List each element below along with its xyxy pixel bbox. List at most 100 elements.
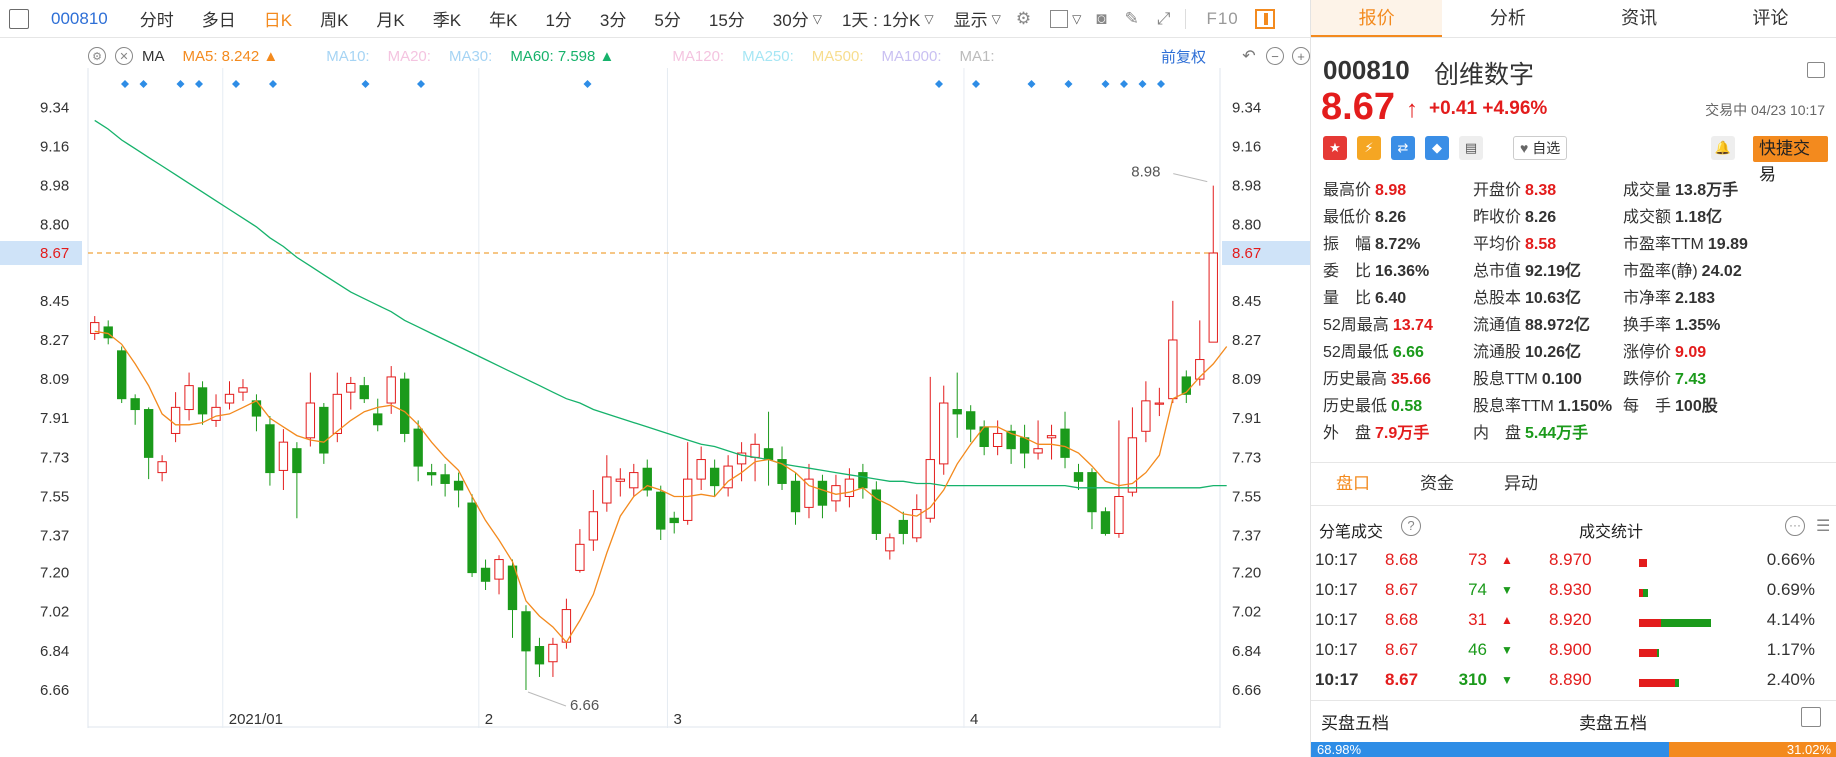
display-menu[interactable]: 显示 [953,11,988,30]
tab-weekly-k[interactable]: 周K [320,11,349,30]
stat-label: 市盈率(静) [1623,263,1698,280]
quick-trade-button[interactable]: 快捷交易 [1753,136,1828,184]
candle-body [629,472,639,489]
event-marker-icon [1138,80,1147,88]
deal-percent: 4.14% [1766,610,1815,629]
ma60-value: MA60: 7.598 ▲ [510,47,615,65]
stat-value: 8.72% [1375,236,1421,253]
tab-analysis[interactable]: 分析 [1489,8,1526,28]
bookmark-icon[interactable]: ▤ [1459,136,1483,160]
tab-5min[interactable]: 5分 [654,11,681,30]
ma-label[interactable]: MA [142,47,165,65]
deal-price: 8.890 [1549,670,1592,689]
depth-header: 买盘五档 卖盘五档 [1311,700,1836,736]
china-flag-icon[interactable]: ★ [1323,136,1347,160]
tab-multiday[interactable]: 多日 [201,11,236,30]
candle-body [1006,430,1016,450]
camera-icon[interactable]: ◙ [1096,8,1107,28]
bell-icon[interactable]: 🔔 [1711,136,1735,160]
candle-body [265,424,275,474]
settings-gear-icon[interactable]: ⚙ [1015,8,1032,28]
candle-body [1087,472,1097,513]
deal-price: 8.970 [1549,550,1592,569]
stat-cell: 开盘价 8.38 [1473,176,1556,200]
f10-button[interactable]: F10 [1206,8,1239,28]
interval-select[interactable]: 1天 : 1分K [841,11,921,30]
tab-quote[interactable]: 报价 [1311,0,1443,37]
zoom-out-icon[interactable]: − [1266,47,1284,65]
candle-body [305,402,316,439]
kline-chart[interactable]: 2021/01 2 3 4 9.34 9.34 9.16 9.16 8.98 8.98 8.80 8.… [0,68,1310,728]
sidebar-toggle-icon[interactable] [9,8,29,29]
ma-settings-icon[interactable]: ⚙ [88,47,106,65]
candle-body [278,441,289,471]
candle-body [117,350,127,400]
candle-body [615,478,625,482]
y-tick-label-right: 6.66 [1232,682,1261,699]
event-marker-icon [176,80,185,88]
layout-square-icon[interactable] [1050,9,1069,28]
ma-indicator-bar: ⚙ ✕ MA MA5: 8.242 ▲ MA10: MA20: MA30: MA… [88,44,1310,68]
stat-cell: 市盈率TTM 19.89 [1623,230,1748,254]
zoom-in-icon[interactable]: + [1292,47,1310,65]
tab-movement[interactable]: 异动 [1504,474,1538,493]
candle-body [1127,437,1138,493]
tab-3min[interactable]: 3分 [599,11,627,30]
tab-funds[interactable]: 资金 [1420,474,1454,493]
candle-body [1033,448,1043,454]
candle-body [669,517,679,524]
tab-daily-k[interactable]: 日K [263,11,293,30]
stat-value: 1.35% [1675,317,1721,334]
ma-close-icon[interactable]: ✕ [115,47,133,65]
stock-code[interactable]: 000810 [51,8,108,28]
stats-row: 量 比 6.40 总股本 10.63亿 市净率 2.183 [1323,284,1833,311]
tab-monthly-k[interactable]: 月K [376,11,405,30]
more-icon[interactable]: ··· [1785,516,1805,536]
help-icon[interactable]: ? [1401,516,1421,536]
layout-chevron-icon[interactable]: ▽ [1072,11,1082,26]
side-panel-toggle-icon[interactable] [1254,8,1275,29]
y-tick-label-left: 7.55 [40,489,69,506]
tab-comments[interactable]: 评论 [1752,8,1789,28]
pencil-icon[interactable]: ✎ [1124,8,1139,28]
ma500-value: MA500: [811,47,864,65]
x-tick-label: 3 [673,711,681,728]
menu-icon[interactable] [1807,62,1825,78]
down-triangle-icon: ▼ [1501,583,1513,597]
shuffle-icon[interactable]: ⇄ [1391,136,1415,160]
period-more-icon[interactable]: ▽ [812,11,822,26]
stat-cell: 委 比 16.36% [1323,257,1429,281]
undo-icon[interactable]: ↶ [1242,48,1256,65]
stat-cell: 量 比 6.40 [1323,284,1406,308]
stat-cell: 跌停价 7.43 [1623,365,1706,389]
add-favorite-button[interactable]: ♥ 自选 [1513,136,1568,160]
tab-15min[interactable]: 15分 [708,11,745,30]
tab-intraday[interactable]: 分时 [139,11,174,30]
list-icon[interactable]: ☰ [1816,518,1831,535]
candle-body [548,643,558,663]
stat-value: 88.972亿 [1525,317,1590,334]
tab-30min[interactable]: 30分 [772,11,809,30]
candle-body [157,461,167,474]
tab-yearly-k[interactable]: 年K [489,11,518,30]
tag-icon[interactable]: ◆ [1425,136,1449,160]
price-adjust-select[interactable]: 前复权 [1160,48,1206,66]
chevron-down-icon[interactable]: ▽ [924,11,934,26]
tab-1min[interactable]: 1分 [545,11,572,30]
deal-percent: 0.69% [1766,580,1815,599]
candle-body [1208,252,1218,343]
sell-ratio: 31.02% [1669,742,1836,757]
tab-orderbook[interactable]: 盘口 [1336,474,1370,493]
candle-body [642,467,652,491]
last-price: 8.67 [1321,86,1395,128]
quote-panel: 报价 分析 资讯 评论 000810 创维数字 8.67 ↑ +0.41 +4.… [1310,0,1836,757]
fullscreen-icon[interactable]: ⤢ [1156,8,1171,28]
display-chevron-icon[interactable]: ▽ [991,11,1001,26]
depth-menu-icon[interactable] [1801,707,1821,727]
tab-news[interactable]: 资讯 [1621,8,1658,28]
lightning-icon[interactable]: ⚡ [1357,136,1381,160]
stat-value: 24.02 [1701,263,1742,280]
quote-name: 创维数字 [1434,61,1535,89]
candle-body [683,478,693,521]
tab-quarterly-k[interactable]: 季K [432,11,462,30]
